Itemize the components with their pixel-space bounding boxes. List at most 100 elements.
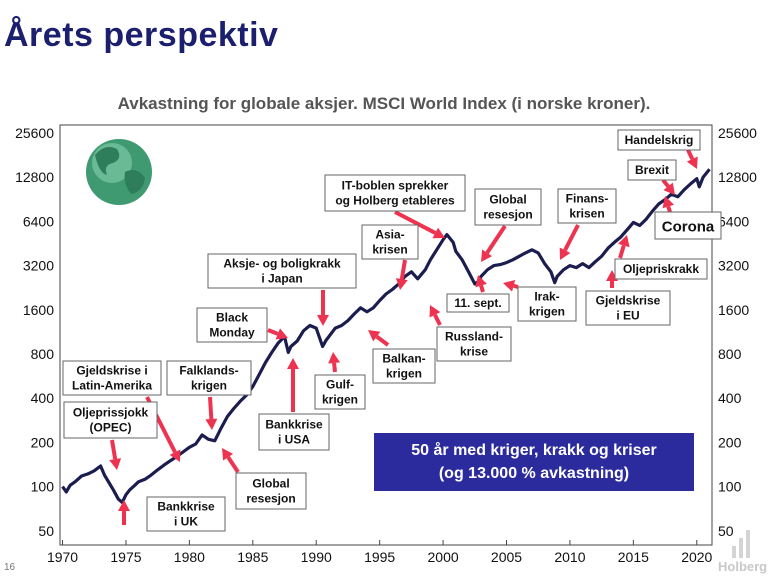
annotation-label: resesjon xyxy=(483,208,532,222)
annotation-asia: Asia-krisen xyxy=(361,224,419,260)
y-tick-label: 3200 xyxy=(23,258,54,274)
x-tick-label: 2005 xyxy=(491,549,522,565)
annotation-label: i EU xyxy=(616,309,639,323)
annotation-box-bg xyxy=(361,224,419,260)
annotation-arrow xyxy=(662,196,675,213)
annotation-arrow xyxy=(481,224,507,262)
y-tick-label: 6400 xyxy=(23,213,54,229)
logo-text: Holberg xyxy=(718,559,768,574)
y-tick-label: 25600 xyxy=(15,125,54,141)
annotation-label: Aksje- og boligkrakk xyxy=(223,257,341,271)
x-tick-label: 1970 xyxy=(47,549,78,565)
x-tick-label: 1990 xyxy=(301,549,332,565)
annotation-box-bg xyxy=(585,290,671,326)
y-tick-label: 6400 xyxy=(718,213,749,229)
annotation-label: Corona xyxy=(662,219,715,236)
highlight-box: 50 år med kriger, krakk og kriser (og 13… xyxy=(374,433,694,491)
annotation-finans: Finans-krisen xyxy=(557,188,617,224)
annotation-arrow xyxy=(429,305,442,326)
annotation-box-bg xyxy=(627,159,677,181)
annotation-label: i UK xyxy=(174,515,198,529)
y-tick-label: 800 xyxy=(718,346,742,362)
y-tick-label: 400 xyxy=(31,390,55,406)
annotation-arrow xyxy=(287,358,299,412)
chart-title: Avkastning for globale aksjer. MSCI Worl… xyxy=(117,94,651,113)
annotation-label: krigen xyxy=(191,379,227,393)
x-tick-label: 1980 xyxy=(174,549,205,565)
annotation-box-bg xyxy=(207,253,357,289)
annotation-arrow xyxy=(475,275,487,293)
highlight-line-2: (og 13.000 % avkastning) xyxy=(438,465,630,482)
annotation-arrow xyxy=(118,500,130,525)
annotation-arrow xyxy=(267,328,288,340)
annotation-label: Russland- xyxy=(445,330,503,344)
annotation-corona: Corona xyxy=(654,211,722,240)
annotation-label: Handelskrig xyxy=(625,133,694,147)
annotation-arrows xyxy=(109,149,698,525)
annotation-arrow xyxy=(109,439,122,470)
annotation-arrow xyxy=(205,396,218,430)
annotation-label: Irak- xyxy=(534,290,559,304)
x-axis: 1970 1975 1980 1985 1990 1995 2000 2005 2010 2015… xyxy=(47,540,713,565)
annotation-olje: Oljepriskrakk xyxy=(614,258,708,280)
highlight-line-1: 50 år med kriger, krakk og kriser xyxy=(411,442,657,459)
annotation-label: Gjeldskrise xyxy=(596,294,661,308)
annotation-box-bg xyxy=(446,293,510,313)
annotation-label: Latin-Amerika xyxy=(72,379,152,393)
annotation-arrow xyxy=(328,352,341,373)
annotation-box-bg xyxy=(235,472,307,510)
annotation-label: krigen xyxy=(529,305,565,319)
annotation-label: Black xyxy=(216,311,248,325)
annotation-box-bg xyxy=(654,211,722,240)
annotation-falklands: Falklands-krigen xyxy=(166,360,252,396)
y-tick-label: 1600 xyxy=(23,302,54,318)
annotation-label: Bankkrise xyxy=(265,418,323,432)
y-tick-label: 800 xyxy=(31,346,55,362)
holberg-logo: Holberg xyxy=(718,524,768,576)
annotation-label: Gjeldskrise i xyxy=(76,364,147,378)
annotation-opec: Oljeprissjokk(OPEC) xyxy=(63,401,158,439)
annotation-label: krisen xyxy=(372,243,407,257)
annotation-irak: Irak-krigen xyxy=(517,286,577,322)
annotation-arrow xyxy=(559,224,580,260)
annotation-label: Oljepriskrakk xyxy=(623,262,699,276)
y-tick-label: 50 xyxy=(38,523,54,539)
y-tick-label: 1600 xyxy=(718,302,749,318)
annotation-arrow xyxy=(395,259,408,290)
annotation-arrow xyxy=(686,149,698,169)
globe-icon xyxy=(86,139,152,205)
annotation-box-bg xyxy=(146,496,226,532)
annotation-box-bg xyxy=(258,413,330,451)
annotation-label: Global xyxy=(252,477,289,491)
y-axis-left: 50 100 200 400 800 1600 3200 6400 12800 25600 xyxy=(15,125,54,539)
annotation-label: krigen xyxy=(322,393,358,407)
annotation-arrow xyxy=(661,178,675,195)
annotation-label: Brexit xyxy=(635,163,669,177)
y-tick-label: 100 xyxy=(718,479,742,495)
y-tick-label: 200 xyxy=(718,434,742,450)
annotation-box-bg xyxy=(324,174,466,212)
annotation-box-bg xyxy=(63,401,158,439)
y-tick-label: 200 xyxy=(31,434,55,450)
logo-bars-icon xyxy=(732,530,753,558)
annotation-arrow xyxy=(317,290,329,326)
annotation-label: Balkan- xyxy=(382,352,425,366)
annotation-label: Bankkrise xyxy=(157,500,215,514)
annotation-handel: Handelskrig xyxy=(617,129,701,151)
annotation-label: Finans- xyxy=(566,192,609,206)
annotation-label: i USA xyxy=(278,433,310,447)
annotation-box-bg xyxy=(372,348,436,384)
plot-area xyxy=(59,124,713,546)
y-axis-right: 50 100 200 400 800 1600 3200 6400 12800 25600 xyxy=(718,125,757,539)
annotation-label: (OPEC) xyxy=(90,421,132,435)
annotation-brexit: Brexit xyxy=(627,159,677,181)
annotation-box-bg xyxy=(196,307,268,343)
